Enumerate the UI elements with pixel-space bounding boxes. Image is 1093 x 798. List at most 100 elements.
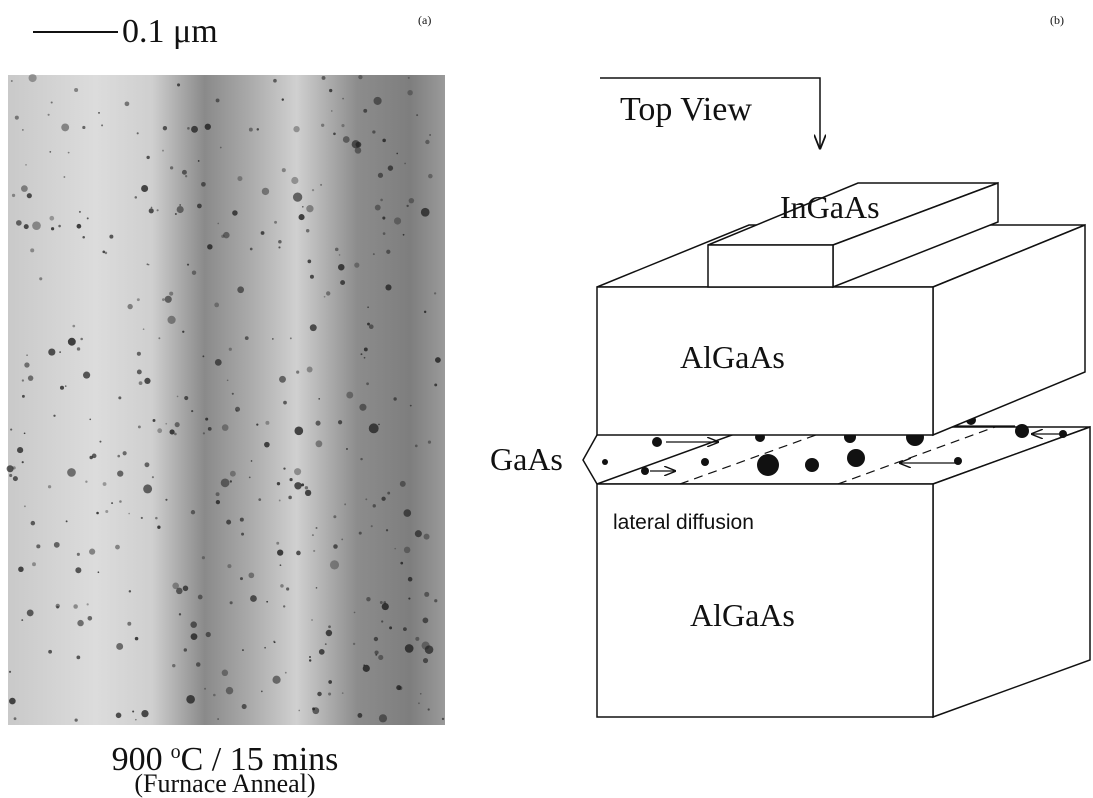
precipitate [221,235,224,238]
precipitate [28,375,33,380]
precipitate [403,509,411,517]
precipitate [398,686,402,690]
precipitate [149,208,154,213]
precipitate [415,445,418,448]
precipitate [177,206,184,213]
precipitate [87,217,89,219]
precipitate [73,604,78,609]
precipitate [296,551,301,556]
precipitate [29,74,37,82]
precipitate [125,101,130,106]
precipitate [198,595,203,600]
precipitate [129,590,131,592]
precipitate [383,601,386,604]
precipitate [206,632,211,637]
precipitate [423,658,428,663]
precipitate [68,338,76,346]
precipitate [316,421,321,426]
precipitate [143,328,145,330]
precipitate [421,208,430,217]
precipitate [9,698,16,705]
precipitate [216,98,220,102]
precipitate [24,505,26,507]
precipitate [22,461,24,463]
precipitate [340,280,345,285]
precipitate [367,306,369,308]
precipitate [406,205,408,207]
precipitate [226,520,231,525]
precipitate [74,88,78,92]
precipitate [10,429,12,431]
precipitate [139,381,143,385]
precipitate [143,484,152,493]
precipitate [137,352,141,356]
precipitate [312,707,315,710]
precipitate [309,656,311,658]
precipitate [394,217,401,224]
precipitate [63,176,65,178]
precipitate [30,248,34,252]
precipitate [276,542,279,545]
precipitate [177,83,180,86]
precipitate [48,650,52,654]
precipitate [208,427,212,431]
precipitate [191,126,198,133]
precipitate [358,75,362,79]
precipitate [117,471,123,477]
precipitate [137,132,139,134]
precipitate [429,134,431,136]
precipitate [192,271,196,275]
precipitate [403,627,407,631]
precipitate [408,577,413,582]
precipitate [240,518,244,522]
precipitate [285,672,287,674]
precipitate [280,584,284,588]
precipitate [316,587,318,589]
precipitate [145,462,150,467]
precipitate [283,605,285,607]
precipitate [291,177,298,184]
precipitate [117,455,120,458]
precipitate [359,532,362,535]
precipitate [367,323,370,326]
precipitate [306,205,313,212]
precipitate [25,164,27,166]
panel-label: (a) [418,13,431,27]
precipitate [230,601,233,604]
precipitate [237,176,242,181]
precipitate [99,441,101,443]
precipitate [51,101,53,103]
precipitate [294,426,303,435]
precipitate [346,392,353,399]
precipitate [283,467,285,469]
precipitate [191,510,195,514]
annotation: lateral diffusion [613,511,754,534]
precipitate [79,211,81,213]
layer-label: GaAs [490,441,563,477]
precipitate [365,498,367,500]
precipitate [60,386,64,390]
precipitate [151,207,153,209]
precipitate [310,324,317,331]
precipitate [85,481,87,483]
precipitate [162,298,165,301]
precipitate [245,336,249,340]
precipitate [273,79,277,83]
precipitate [360,458,362,460]
precipitate [174,433,177,436]
precipitate [186,695,195,704]
precipitate [48,485,51,488]
precipitate [241,533,244,536]
precipitate [82,236,85,239]
precipitate [378,424,380,426]
precipitate [216,492,220,496]
precipitate [77,620,83,626]
precipitate [282,98,284,100]
precipitate [51,227,54,230]
precipitate [342,98,344,100]
precipitate [248,572,254,578]
precipitate [242,704,247,709]
precipitate [191,410,193,412]
precipitate [115,545,120,550]
precipitate [324,296,326,298]
